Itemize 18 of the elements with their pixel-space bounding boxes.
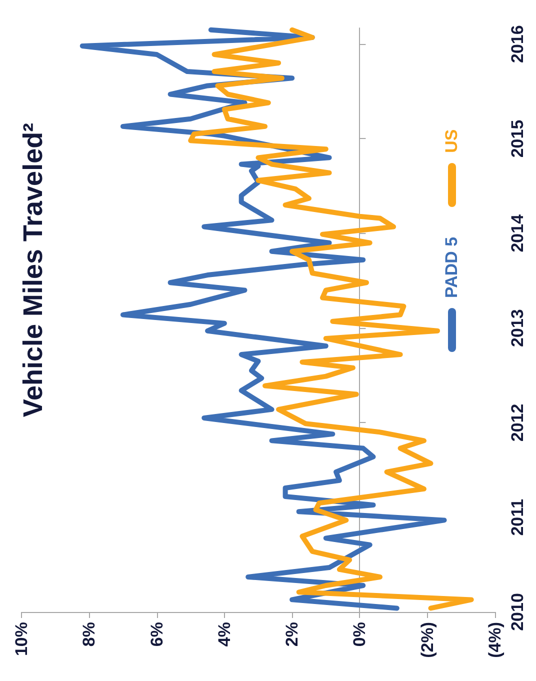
x-tick-label: 0% — [350, 622, 370, 647]
text: US — [442, 129, 462, 153]
x-tick-label: 2% — [282, 622, 302, 647]
y-tick-label: 2015 — [508, 120, 527, 158]
x-tick-label: 10% — [12, 622, 31, 656]
y-tick-label: 2013 — [508, 309, 527, 347]
x-tick-label: (4%) — [486, 622, 504, 658]
y-tick-label: 2012 — [508, 404, 527, 442]
y-tick-label: 2010 — [508, 593, 527, 631]
x-tick-label: (2%) — [418, 622, 437, 658]
y-tick-label: 2014 — [508, 214, 527, 252]
text: PADD 5 — [442, 236, 462, 298]
x-tick-label: 4% — [214, 622, 234, 647]
x-tick-label: 8% — [80, 622, 99, 647]
text: Vehicle Miles Traveled² — [18, 122, 48, 418]
y-tick-label: 2011 — [508, 498, 527, 536]
x-tick-label: 6% — [147, 622, 166, 647]
y-tick-label: 2016 — [508, 25, 527, 64]
